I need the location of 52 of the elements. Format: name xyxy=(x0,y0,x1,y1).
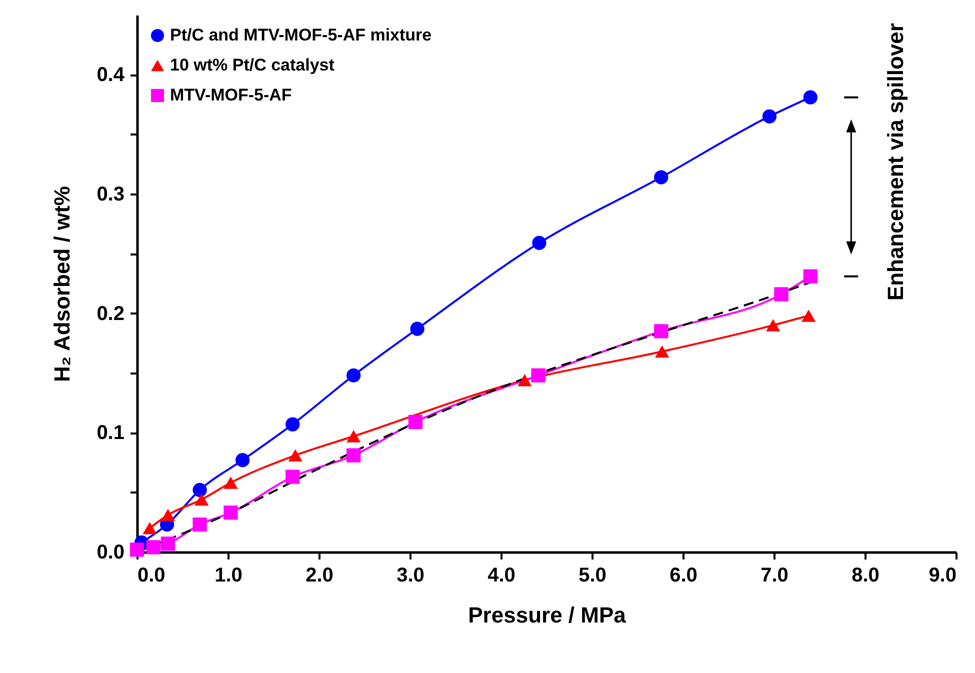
point xyxy=(803,90,818,104)
x-tick-label: 1.0 xyxy=(214,564,242,586)
point xyxy=(192,517,207,532)
y-axis-title: H₂ Adsorbed / wt% xyxy=(50,186,75,382)
point xyxy=(286,417,300,432)
x-tick-label: 8.0 xyxy=(852,564,880,586)
y-tick-label: 0.4 xyxy=(96,64,126,86)
point xyxy=(194,493,209,506)
point xyxy=(803,269,818,284)
point xyxy=(531,368,546,382)
x-tick-label: 4.0 xyxy=(488,564,516,586)
point xyxy=(130,542,144,557)
y-tick-label: 0.3 xyxy=(96,184,124,206)
x-tick-label: 6.0 xyxy=(670,564,698,586)
point xyxy=(802,310,816,322)
point xyxy=(532,236,546,250)
legend-label: MTV-MOF-5-AF xyxy=(170,86,292,104)
point xyxy=(346,368,361,382)
point xyxy=(224,476,238,489)
legend-label: Pt/C and MTV-MOF-5-AF mixture xyxy=(170,26,432,44)
point xyxy=(408,414,423,429)
point xyxy=(774,287,788,302)
y-tick-label: 0.0 xyxy=(96,542,124,564)
point xyxy=(160,536,176,551)
x-axis-title: Pressure / MPa xyxy=(468,602,627,628)
point xyxy=(346,448,361,462)
x-tick-label: 3.0 xyxy=(396,564,424,586)
point xyxy=(235,453,250,468)
x-tick-label: 9.0 xyxy=(928,564,956,586)
legend-label: 10 wt% Pt/C catalyst xyxy=(170,56,335,74)
point xyxy=(224,506,238,520)
point xyxy=(192,482,207,498)
point xyxy=(654,324,668,338)
point xyxy=(518,374,532,386)
x-tick-label: 0.0 xyxy=(138,564,166,586)
annotation: Enhancement via spillover xyxy=(883,22,908,301)
point xyxy=(142,522,157,534)
point xyxy=(654,170,668,184)
point xyxy=(146,540,160,554)
point xyxy=(655,345,670,358)
point xyxy=(410,322,424,336)
point xyxy=(346,430,361,442)
y-tick-label: 0.2 xyxy=(96,302,124,325)
x-tick-label: 5.0 xyxy=(578,564,606,586)
point xyxy=(762,109,777,124)
point xyxy=(766,319,780,332)
x-tick-label: 7.0 xyxy=(760,564,788,586)
point xyxy=(160,508,176,522)
point xyxy=(288,449,302,462)
y-tick-label: 0.1 xyxy=(96,422,124,444)
x-tick-label: 2.0 xyxy=(306,564,334,586)
point xyxy=(286,470,300,484)
